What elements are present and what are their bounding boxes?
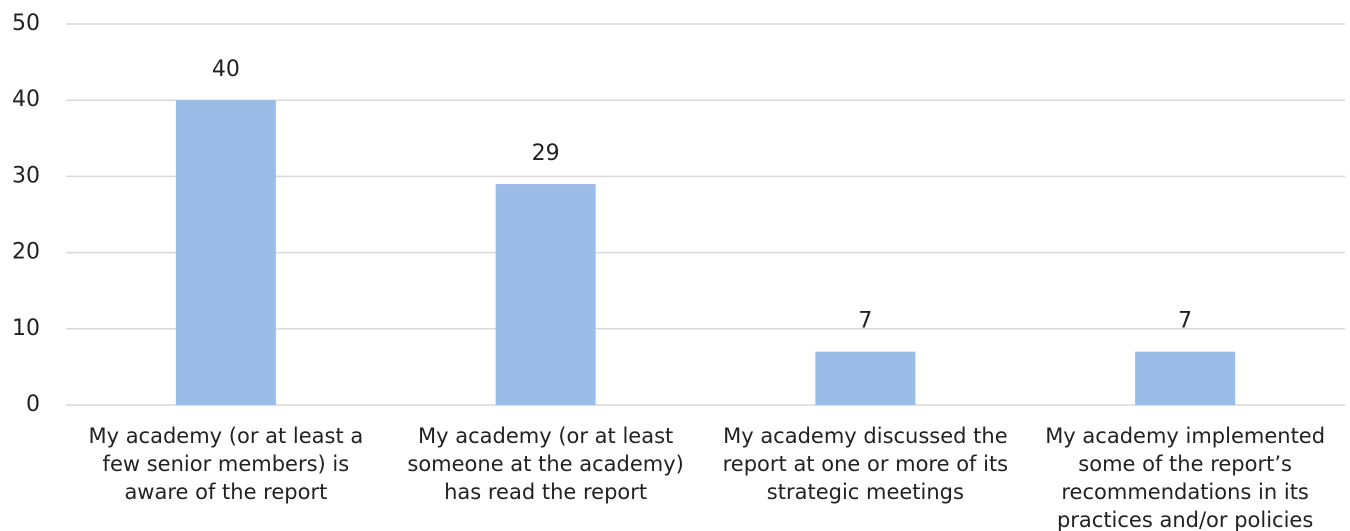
x-tick-label: My academy discussed the report at one o… bbox=[722, 424, 1009, 504]
bar bbox=[175, 100, 276, 405]
y-tick-label: 10 bbox=[12, 316, 40, 341]
bar bbox=[495, 184, 596, 405]
value-label: 29 bbox=[532, 141, 560, 166]
y-tick-label: 0 bbox=[26, 392, 40, 417]
y-tick-label: 40 bbox=[12, 87, 40, 112]
bar bbox=[1135, 351, 1236, 405]
x-tick-label: My academy (or at least a few senior mem… bbox=[88, 424, 364, 504]
value-label: 7 bbox=[1178, 309, 1192, 334]
y-tick-label: 30 bbox=[12, 163, 40, 188]
bar bbox=[815, 351, 916, 405]
y-tick-label: 50 bbox=[12, 11, 40, 36]
value-label: 7 bbox=[858, 309, 872, 334]
y-tick-label: 20 bbox=[12, 240, 40, 265]
x-tick-label: My academy (or at least someone at the a… bbox=[407, 424, 684, 504]
x-tick-label: My academy implemented some of the repor… bbox=[1045, 424, 1326, 531]
value-label: 40 bbox=[212, 57, 240, 82]
